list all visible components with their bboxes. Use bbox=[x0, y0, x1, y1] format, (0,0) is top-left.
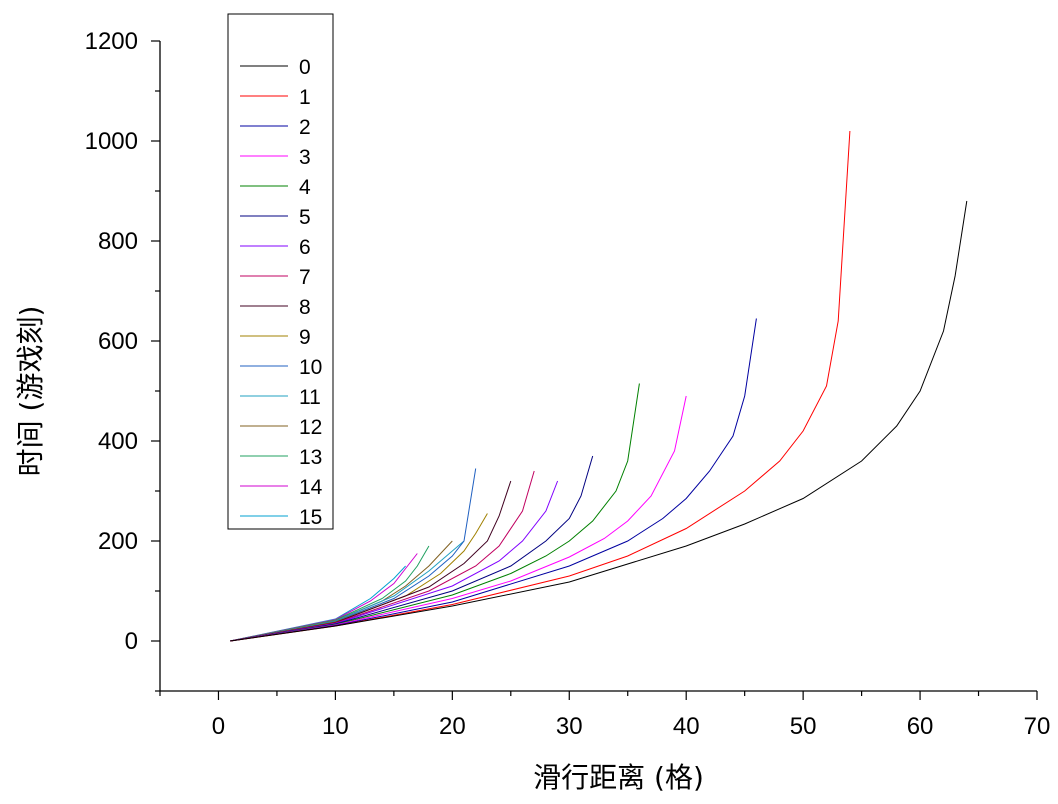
y-tick-label: 1200 bbox=[85, 28, 138, 55]
y-tick-label: 400 bbox=[98, 428, 138, 455]
series-line-0 bbox=[230, 200, 968, 642]
legend-label-15: 15 bbox=[299, 506, 322, 529]
legend-label-1: 1 bbox=[299, 86, 311, 109]
series-line-4 bbox=[230, 383, 640, 642]
legend-label-0: 0 bbox=[299, 56, 311, 79]
legend-label-4: 4 bbox=[299, 176, 311, 199]
legend-label-14: 14 bbox=[299, 476, 323, 499]
series-line-2 bbox=[230, 318, 757, 642]
series-line-3 bbox=[230, 395, 687, 642]
x-tick-label: 70 bbox=[1024, 713, 1051, 740]
legend-label-12: 12 bbox=[299, 416, 322, 439]
y-tick-label: 1000 bbox=[85, 128, 138, 155]
x-tick-label: 60 bbox=[907, 713, 934, 740]
x-tick-label: 50 bbox=[790, 713, 817, 740]
legend-label-2: 2 bbox=[299, 116, 311, 139]
legend-label-10: 10 bbox=[299, 356, 322, 379]
x-tick-label: 30 bbox=[556, 713, 583, 740]
series-lines bbox=[230, 130, 968, 642]
y-axis-title: 时间 (游戏刻) bbox=[14, 306, 47, 477]
x-tick-label: 10 bbox=[322, 713, 349, 740]
legend-label-6: 6 bbox=[299, 236, 311, 259]
series-line-5 bbox=[230, 455, 594, 642]
series-line-1 bbox=[230, 130, 851, 642]
series-line-15 bbox=[230, 565, 406, 642]
legend-label-5: 5 bbox=[299, 206, 311, 229]
legend-box bbox=[227, 13, 334, 530]
y-tick-label: 200 bbox=[98, 528, 138, 555]
x-tick-label: 40 bbox=[673, 713, 700, 740]
legend-label-11: 11 bbox=[299, 386, 321, 409]
x-tick-label: 20 bbox=[439, 713, 466, 740]
legend-label-9: 9 bbox=[299, 326, 311, 349]
legend-label-13: 13 bbox=[299, 446, 322, 469]
y-tick-label: 0 bbox=[125, 628, 138, 655]
y-tick-label: 800 bbox=[98, 228, 138, 255]
y-tick-label: 600 bbox=[98, 328, 138, 355]
legend-label-3: 3 bbox=[299, 146, 311, 169]
legend-label-7: 7 bbox=[299, 266, 311, 289]
legend-label-8: 8 bbox=[299, 296, 311, 319]
x-axis-title: 滑行距离 (格) bbox=[533, 761, 704, 794]
x-tick-label: 0 bbox=[212, 713, 225, 740]
